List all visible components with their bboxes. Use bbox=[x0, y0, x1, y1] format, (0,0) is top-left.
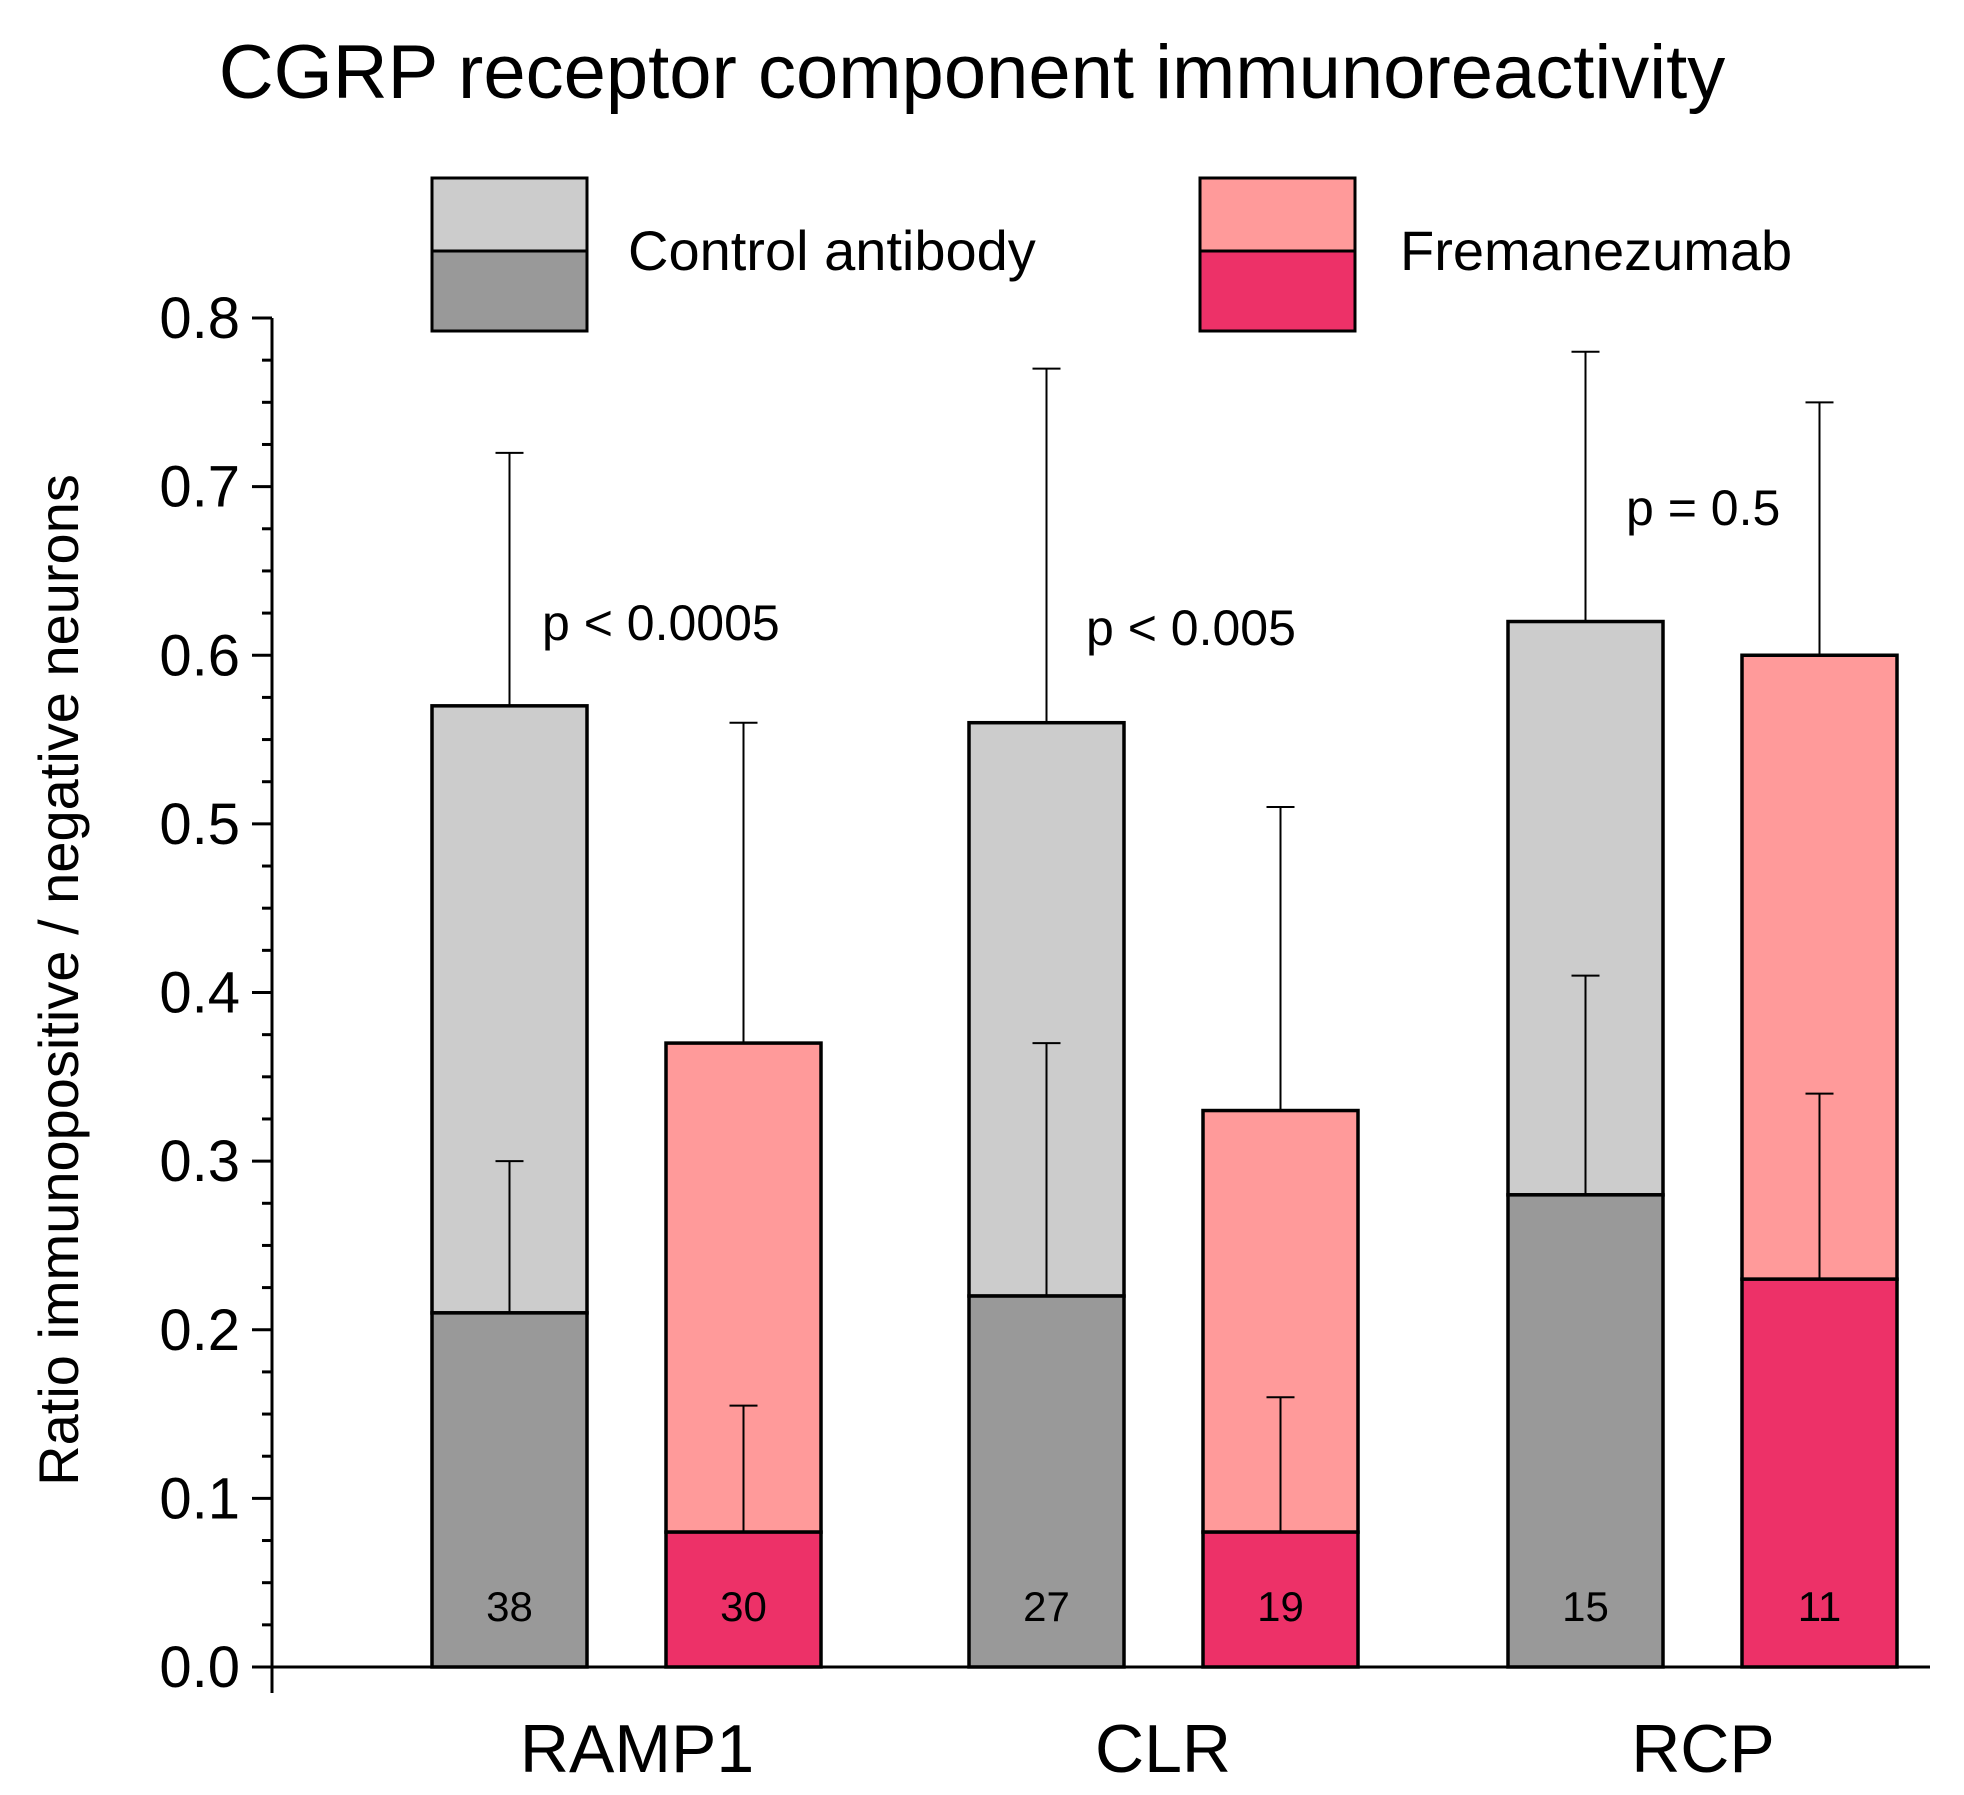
p-value-rcp: p = 0.5 bbox=[1626, 480, 1780, 536]
bars: 38 30 27 19 15 11 bbox=[430, 350, 1899, 1669]
y-tick-label: 0.2 bbox=[159, 1298, 240, 1363]
y-tick-label: 0.3 bbox=[159, 1129, 240, 1194]
y-tick-label: 0.1 bbox=[159, 1466, 240, 1531]
bar-n-label: 15 bbox=[1562, 1583, 1609, 1630]
legend-label-control: Control antibody bbox=[628, 219, 1036, 282]
y-tick-label: 0.7 bbox=[159, 455, 240, 520]
legend-swatch-fremanezumab-lower bbox=[1198, 249, 1357, 333]
p-value-ramp1: p < 0.0005 bbox=[542, 595, 780, 651]
bar-lower-segment bbox=[1506, 1193, 1665, 1669]
p-value-clr: p < 0.005 bbox=[1086, 600, 1296, 656]
y-tick-label: 0.8 bbox=[159, 286, 240, 351]
legend-label-fremanezumab: Fremanezumab bbox=[1400, 219, 1792, 282]
legend-swatch-control-lower bbox=[430, 249, 589, 333]
y-tick-label: 0.4 bbox=[159, 961, 240, 1026]
axes: 0.0 0.1 0.2 0.3 0.4 0.5 0.6 0.7 0.8 RAMP1 CLR RCP bbox=[159, 286, 1930, 1787]
y-tick-label: 0.0 bbox=[159, 1635, 240, 1700]
bar-n-label: 30 bbox=[720, 1583, 767, 1630]
x-category-label: RCP bbox=[1631, 1711, 1775, 1787]
legend: Control antibody Fremanezumab bbox=[430, 176, 1792, 333]
bar-n-label: 27 bbox=[1023, 1583, 1070, 1630]
legend-swatch-control-upper bbox=[430, 176, 589, 253]
bar-lower-segment bbox=[430, 1311, 589, 1669]
bar-n-label: 38 bbox=[486, 1583, 533, 1630]
chart-title: CGRP receptor component immunoreactivity bbox=[219, 30, 1726, 115]
legend-swatch-fremanezumab-upper bbox=[1198, 176, 1357, 253]
bar-lower-segment bbox=[1201, 1530, 1360, 1669]
y-tick-label: 0.6 bbox=[159, 623, 240, 688]
x-category-label: RAMP1 bbox=[520, 1711, 754, 1787]
bar-n-label: 19 bbox=[1257, 1583, 1304, 1630]
bar-n-label: 11 bbox=[1798, 1583, 1842, 1630]
y-axis-title: Ratio immunopositive / negative neurons bbox=[27, 474, 90, 1486]
x-category-label: CLR bbox=[1095, 1711, 1231, 1787]
y-tick-label: 0.5 bbox=[159, 792, 240, 857]
